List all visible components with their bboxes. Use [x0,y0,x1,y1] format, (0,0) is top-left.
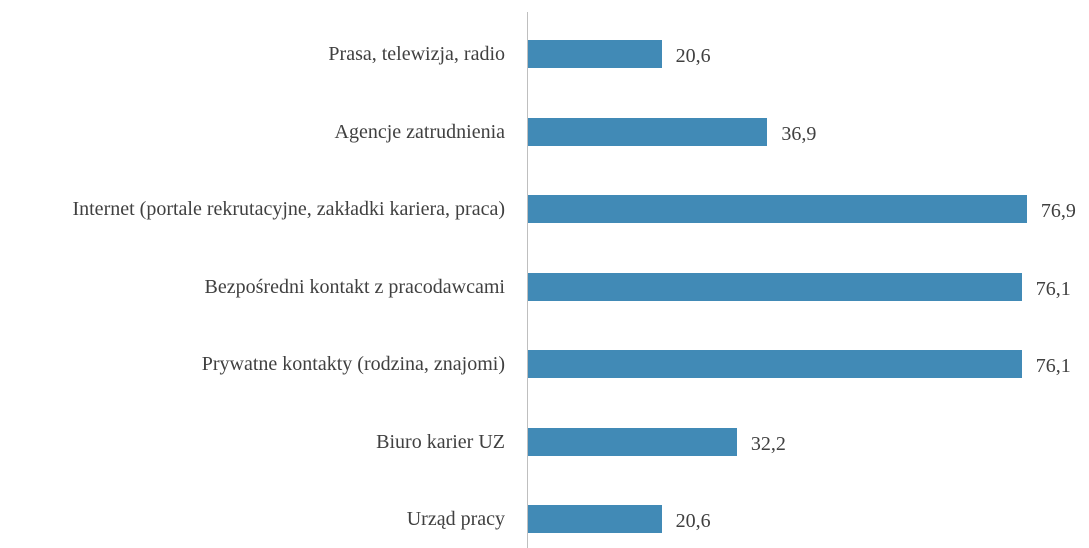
bar [528,350,1022,378]
bar [528,195,1027,223]
category-label: Bezpośredni kontakt z pracodawcami [204,275,505,298]
category-label: Prywatne kontakty (rodzina, znajomi) [201,353,505,375]
category-label: Agencje zatrudnienia [334,120,505,143]
value-label: 36,9 [781,122,817,145]
value-label: 76,1 [1035,355,1071,377]
bar [528,40,662,68]
value-label: 20,6 [675,510,711,532]
value-label: 20,6 [675,45,711,67]
value-label: 32,2 [750,432,786,455]
category-label: Internet (portale rekrutacyjne, zakładki… [72,198,505,220]
category-label: Biuro karier UZ [376,430,505,453]
category-label: Urząd pracy [406,508,505,530]
value-label: 76,9 [1040,200,1076,222]
bar [528,117,768,146]
value-label: 76,1 [1035,277,1071,300]
bar [528,272,1022,301]
axis-line [527,12,528,548]
bar [528,505,662,533]
category-label: Prasa, telewizja, radio [328,43,505,65]
bar [528,427,737,456]
